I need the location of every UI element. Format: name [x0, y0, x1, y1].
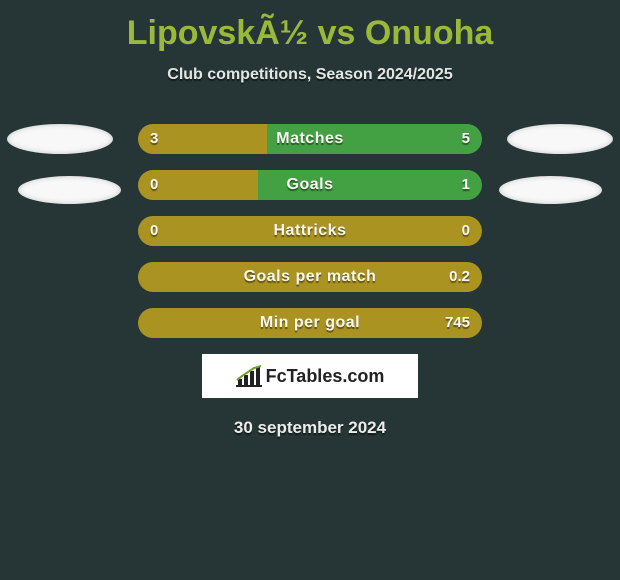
bar-label: Min per goal	[138, 308, 482, 338]
bar-label: Matches	[138, 124, 482, 154]
comparison-bars: 3Matches50Goals10Hattricks0Goals per mat…	[138, 124, 482, 338]
stat-bar: Goals per match0.2	[138, 262, 482, 292]
bar-value-right: 1	[462, 170, 470, 200]
player-right-marker-mid	[499, 176, 602, 204]
logo-box: FcTables.com	[202, 354, 418, 398]
chart-area: 3Matches50Goals10Hattricks0Goals per mat…	[0, 124, 620, 338]
logo-chart-icon	[236, 365, 262, 387]
bar-label: Hattricks	[138, 216, 482, 246]
bar-label: Goals	[138, 170, 482, 200]
bar-value-right: 0.2	[449, 262, 470, 292]
player-left-marker-mid	[18, 176, 121, 204]
subtitle: Club competitions, Season 2024/2025	[0, 66, 620, 84]
player-right-marker-top	[507, 124, 613, 154]
player-left-marker-top	[7, 124, 113, 154]
logo: FcTables.com	[236, 365, 385, 387]
logo-text: FcTables.com	[266, 366, 385, 387]
page: LipovskÃ½ vs Onuoha Club competitions, S…	[0, 0, 620, 580]
footer-date: 30 september 2024	[0, 418, 620, 438]
bar-label: Goals per match	[138, 262, 482, 292]
bar-value-right: 745	[445, 308, 470, 338]
stat-bar: Min per goal745	[138, 308, 482, 338]
bar-value-right: 0	[462, 216, 470, 246]
stat-bar: 0Goals1	[138, 170, 482, 200]
bar-value-right: 5	[462, 124, 470, 154]
stat-bar: 0Hattricks0	[138, 216, 482, 246]
page-title: LipovskÃ½ vs Onuoha	[0, 0, 620, 53]
stat-bar: 3Matches5	[138, 124, 482, 154]
